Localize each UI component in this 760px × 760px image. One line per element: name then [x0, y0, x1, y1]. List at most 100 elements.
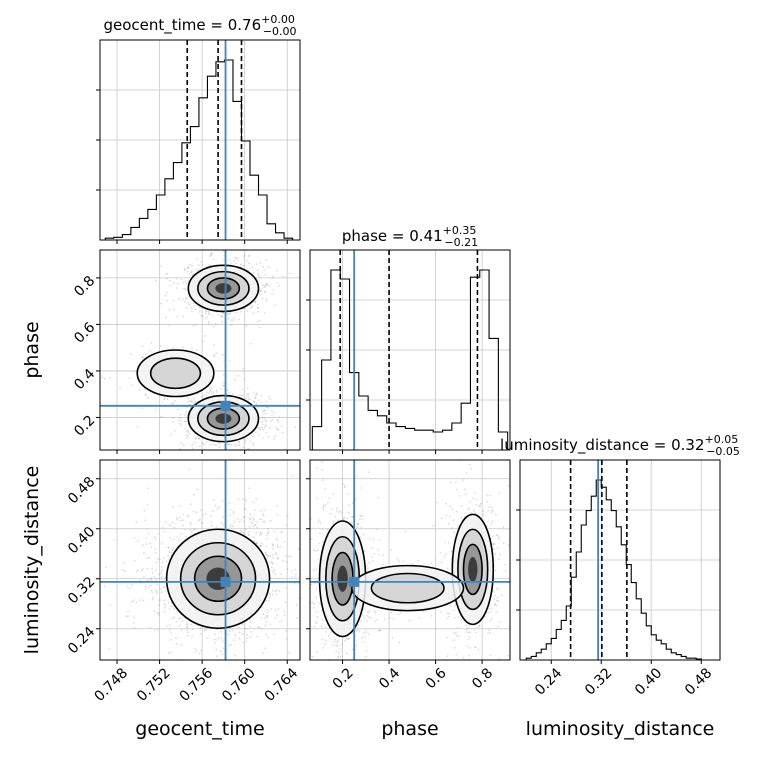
sample-point: [172, 299, 175, 302]
histogram-bar: [368, 410, 377, 450]
sample-point: [337, 639, 340, 642]
sample-point: [229, 514, 232, 517]
sample-point: [194, 648, 197, 650]
sample-point: [210, 253, 213, 256]
sample-point: [376, 618, 379, 621]
sample-point: [232, 512, 235, 515]
sample-point: [374, 620, 377, 622]
sample-point: [142, 576, 145, 579]
sample-point: [500, 594, 503, 596]
sample-point: [168, 309, 171, 311]
sample-point: [247, 531, 250, 533]
sample-point: [324, 639, 327, 642]
density-fill: [215, 413, 232, 424]
sample-point: [204, 309, 207, 312]
sample-point: [184, 528, 187, 531]
sample-point: [257, 626, 260, 628]
sample-point: [180, 644, 183, 646]
sample-point: [278, 416, 281, 418]
sample-point: [190, 400, 193, 403]
sample-point: [264, 624, 267, 627]
sample-point: [200, 649, 203, 652]
sample-point: [230, 324, 233, 326]
histogram-outline: [104, 59, 294, 240]
sample-point: [185, 297, 188, 299]
sample-point: [361, 518, 364, 520]
sample-point: [491, 520, 494, 523]
sample-point: [165, 625, 168, 627]
sample-point: [215, 638, 218, 641]
sample-point: [357, 629, 359, 631]
sample-point: [256, 542, 258, 545]
sample-point: [265, 615, 268, 617]
sample-point: [204, 312, 207, 315]
sample-point: [252, 501, 255, 504]
sample-point: [263, 417, 266, 420]
sample-point: [252, 525, 255, 528]
sample-point: [125, 615, 128, 618]
sample-point: [146, 557, 149, 559]
sample-point: [262, 613, 265, 615]
sample-point: [249, 513, 251, 515]
sample-point: [274, 590, 277, 592]
sample-point: [258, 427, 261, 430]
sample-point: [446, 655, 449, 657]
sample-point: [446, 567, 449, 570]
sample-point: [251, 517, 254, 519]
sample-point: [168, 629, 171, 631]
sample-point: [260, 627, 263, 630]
sample-point: [164, 607, 166, 609]
sample-point: [247, 447, 250, 450]
sample-point: [399, 612, 402, 614]
sample-point: [347, 638, 350, 640]
sample-point: [213, 638, 216, 641]
sample-point: [257, 399, 260, 402]
sample-point: [163, 397, 166, 400]
sample-point: [220, 637, 223, 640]
histogram-bar: [651, 635, 656, 660]
sample-point: [142, 356, 144, 359]
histogram-bar: [250, 175, 259, 240]
sample-point: [177, 408, 180, 411]
sample-point: [269, 427, 272, 430]
sample-point: [493, 548, 495, 550]
sample-point: [460, 516, 463, 519]
sample-point: [486, 494, 489, 497]
x-tick-label: 0.32: [582, 665, 615, 698]
sample-point: [168, 608, 171, 610]
histogram-bar: [377, 416, 386, 450]
sample-point: [187, 266, 189, 269]
sample-point: [157, 533, 160, 536]
sample-point: [209, 443, 212, 446]
sample-point: [315, 622, 318, 624]
sample-point: [240, 519, 243, 521]
sample-point: [495, 611, 498, 613]
sample-point: [234, 654, 237, 657]
sample-point: [235, 444, 238, 447]
sample-point: [318, 519, 321, 522]
sample-point: [310, 538, 313, 541]
sample-point: [258, 326, 261, 329]
sample-point: [195, 437, 198, 440]
sample-point: [264, 285, 266, 288]
sample-point: [123, 562, 125, 565]
sample-point: [155, 578, 158, 581]
sample-point: [159, 599, 162, 601]
histogram-bar: [576, 552, 581, 660]
sample-point: [452, 609, 455, 612]
sample-point: [449, 604, 451, 607]
sample-point: [167, 555, 169, 557]
sample-point: [328, 497, 331, 499]
sample-point: [209, 254, 212, 256]
sample-point: [236, 518, 239, 520]
sample-point: [215, 352, 218, 354]
sample-point: [285, 637, 288, 640]
sample-point: [215, 444, 217, 446]
sample-point: [210, 386, 213, 389]
sample-point: [425, 610, 427, 613]
sample-point: [260, 542, 263, 544]
histogram-bar: [452, 423, 461, 450]
sample-point: [228, 360, 231, 363]
sample-point: [248, 487, 251, 489]
sample-point: [456, 627, 459, 630]
